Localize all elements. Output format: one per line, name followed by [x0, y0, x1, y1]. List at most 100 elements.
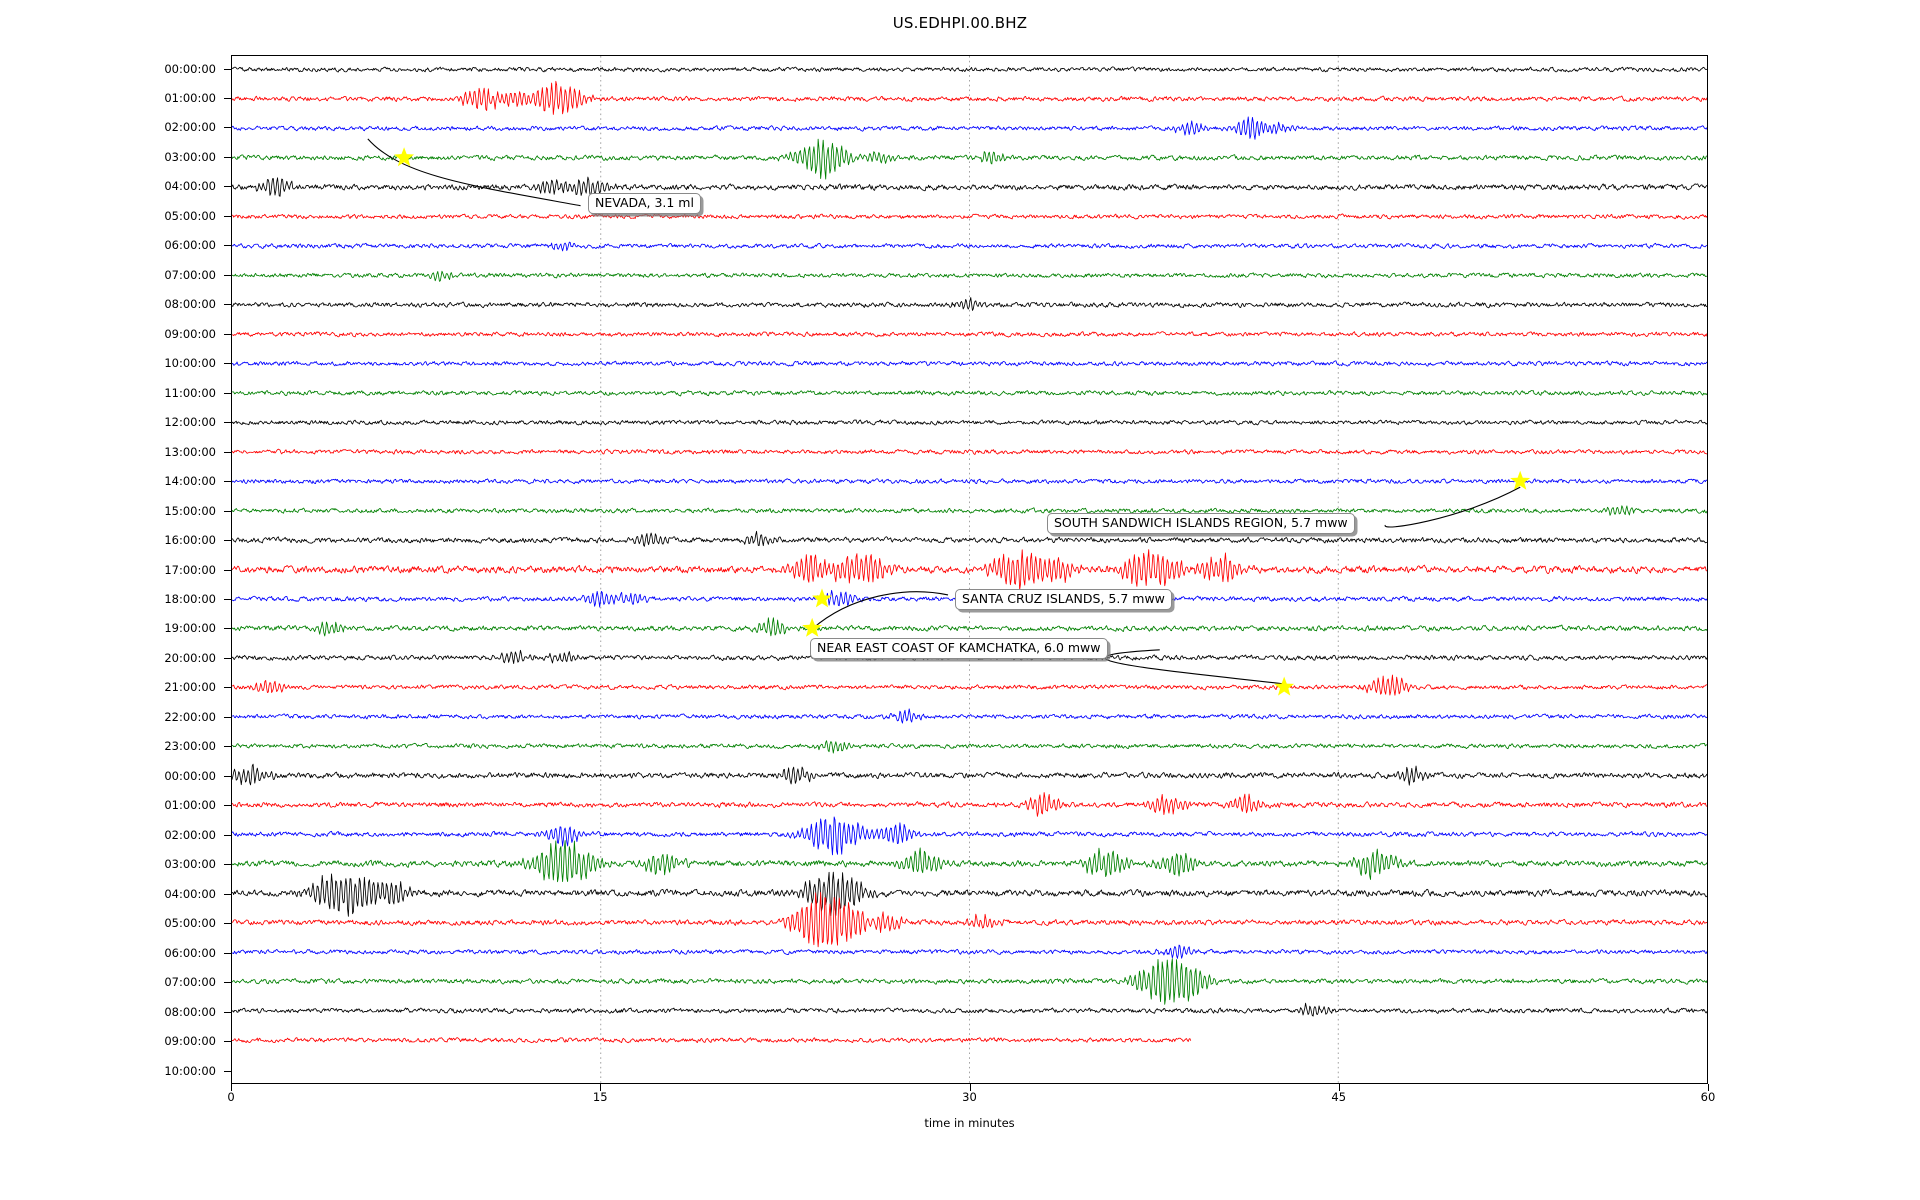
y-tick-label: 02:00:00 [164, 827, 216, 842]
y-tick-mark [224, 982, 232, 984]
y-tick-label: 17:00:00 [164, 562, 216, 577]
y-tick-mark [224, 127, 232, 129]
y-tick-mark [224, 186, 232, 188]
y-tick-label: 01:00:00 [164, 798, 216, 813]
x-tick-mark [231, 1084, 232, 1091]
y-tick-label: 20:00:00 [164, 650, 216, 665]
x-axis-label: time in minutes [924, 1116, 1015, 1130]
y-tick-label: 14:00:00 [164, 474, 216, 489]
x-tick-mark [600, 1084, 602, 1091]
y-tick-label: 04:00:00 [164, 179, 216, 194]
x-tick-label: 60 [1700, 1090, 1716, 1104]
y-tick-mark [224, 363, 232, 365]
y-tick-label: 13:00:00 [164, 444, 216, 459]
y-tick-label: 02:00:00 [164, 120, 216, 135]
y-tick-mark [224, 540, 232, 542]
y-tick-label: 11:00:00 [164, 385, 216, 400]
y-tick-mark [224, 716, 232, 718]
y-tick-mark [224, 451, 232, 453]
y-tick-label: 06:00:00 [164, 945, 216, 960]
trace-row [232, 214, 1707, 219]
event-star-marker-santa-cruz[interactable] [812, 588, 832, 608]
y-tick-mark [224, 68, 232, 70]
trace-row [232, 945, 1707, 958]
trace-row [232, 1003, 1707, 1016]
y-tick-mark [224, 422, 232, 424]
x-tick-mark [1338, 1084, 1340, 1091]
y-tick-mark [224, 1011, 232, 1013]
trace-row [232, 618, 1707, 636]
y-tick-mark [224, 304, 232, 306]
y-tick-mark [224, 805, 232, 807]
y-tick-mark [224, 156, 232, 158]
y-tick-label: 15:00:00 [164, 503, 216, 518]
y-tick-mark [224, 333, 232, 335]
annotation-leader-line [812, 592, 948, 629]
y-tick-mark [224, 775, 232, 777]
y-tick-label: 18:00:00 [164, 591, 216, 606]
event-star-marker-south-sandwich[interactable] [1510, 470, 1531, 490]
y-tick-mark [224, 687, 232, 689]
x-tick-label: 0 [227, 1090, 235, 1104]
y-tick-mark [224, 481, 232, 483]
y-tick-label: 09:00:00 [164, 326, 216, 341]
trace-row [232, 81, 1707, 114]
annotation-leader-line [1385, 487, 1520, 527]
trace-row [232, 361, 1707, 366]
trace-row [232, 449, 1707, 454]
y-tick-mark [224, 893, 232, 895]
event-star-marker-nevada[interactable] [394, 147, 415, 167]
x-tick-mark [969, 1084, 971, 1091]
trace-row [232, 117, 1707, 139]
y-tick-label: 08:00:00 [164, 1004, 216, 1019]
trace-row [232, 872, 1707, 916]
y-tick-label: 10:00:00 [164, 356, 216, 371]
y-tick-mark [224, 864, 232, 866]
y-tick-mark [224, 1041, 232, 1043]
y-tick-label: 23:00:00 [164, 739, 216, 754]
trace-row [232, 506, 1707, 516]
y-tick-label: 10:00:00 [164, 1063, 216, 1078]
y-tick-mark [224, 657, 232, 659]
y-tick-label: 16:00:00 [164, 533, 216, 548]
trace-row [232, 817, 1707, 855]
y-tick-label: 00:00:00 [164, 61, 216, 76]
trace-row [232, 420, 1707, 425]
event-star-marker-kamchatka[interactable] [802, 617, 823, 637]
y-tick-mark [224, 245, 232, 247]
annotation-label-south-sandwich[interactable]: SOUTH SANDWICH ISLANDS REGION, 5.7 mww [1047, 513, 1355, 535]
trace-row [232, 764, 1707, 785]
page-title: US.EDHPI.00.BHZ [892, 14, 1028, 32]
plot-area [231, 55, 1708, 1084]
y-tick-mark [224, 510, 232, 512]
y-tick-label: 03:00:00 [164, 857, 216, 872]
trace-row [232, 1038, 1191, 1043]
y-tick-label: 05:00:00 [164, 916, 216, 931]
y-tick-label: 22:00:00 [164, 709, 216, 724]
event-star-marker-kamchatka-arrival[interactable] [1274, 676, 1295, 696]
y-tick-label: 03:00:00 [164, 149, 216, 164]
y-tick-mark [224, 569, 232, 571]
y-tick-label: 01:00:00 [164, 90, 216, 105]
trace-row [232, 139, 1707, 179]
y-tick-label: 12:00:00 [164, 415, 216, 430]
trace-row [232, 332, 1707, 337]
annotation-label-nevada[interactable]: NEVADA, 3.1 ml [588, 193, 701, 215]
trace-row [232, 550, 1707, 590]
y-tick-mark [224, 628, 232, 630]
trace-row [232, 242, 1707, 251]
event-markers-overlay [232, 56, 1531, 696]
y-tick-mark [224, 1070, 232, 1072]
y-tick-mark [224, 746, 232, 748]
x-tick-mark [1708, 1084, 1709, 1091]
annotation-label-santa-cruz[interactable]: SANTA CRUZ ISLANDS, 5.7 mww [955, 589, 1172, 611]
trace-row [232, 793, 1707, 817]
y-tick-mark [224, 952, 232, 954]
annotation-label-kamchatka[interactable]: NEAR EAST COAST OF KAMCHATKA, 6.0 mww [810, 638, 1108, 660]
trace-row [232, 390, 1707, 396]
y-tick-mark [224, 274, 232, 276]
trace-row [232, 841, 1707, 882]
y-tick-label: 07:00:00 [164, 267, 216, 282]
trace-row [232, 892, 1707, 947]
